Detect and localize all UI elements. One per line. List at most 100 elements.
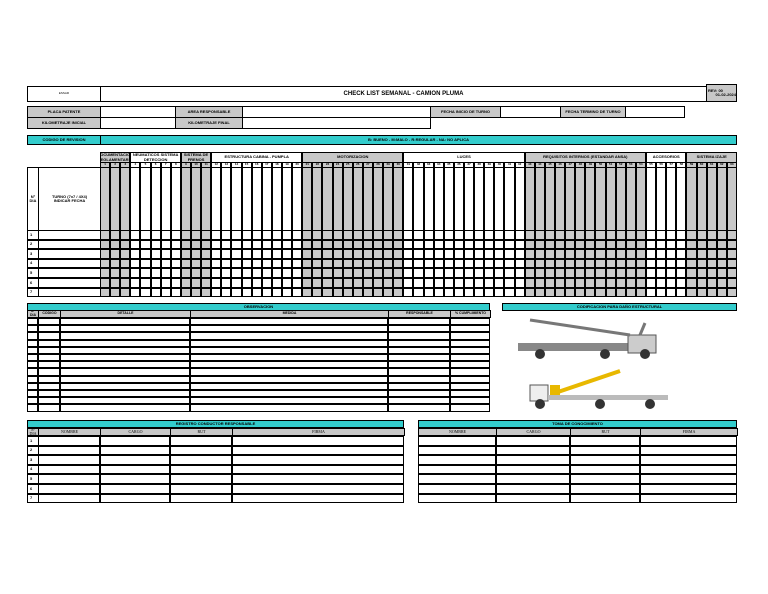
check-cell[interactable] (625, 258, 636, 269)
check-cell[interactable] (150, 258, 161, 269)
observacion-cell[interactable] (190, 368, 388, 376)
observacion-cell[interactable] (60, 339, 190, 347)
check-cell[interactable] (625, 278, 636, 288)
conductor-cell[interactable] (100, 455, 170, 465)
check-cell[interactable] (342, 268, 353, 278)
check-cell[interactable] (352, 249, 363, 259)
check-cell[interactable] (251, 239, 262, 250)
check-cell[interactable] (585, 278, 596, 288)
check-cell[interactable] (676, 287, 687, 298)
check-cell[interactable] (150, 278, 161, 288)
check-cell[interactable] (271, 287, 282, 298)
check-cell[interactable] (555, 230, 566, 240)
observacion-cell[interactable] (388, 368, 450, 376)
check-cell[interactable] (362, 230, 373, 240)
toma-cell[interactable] (640, 484, 737, 494)
check-cell[interactable] (575, 268, 586, 278)
check-cell[interactable] (484, 287, 495, 298)
observacion-cell[interactable] (190, 375, 388, 383)
observacion-cell[interactable] (27, 361, 38, 369)
check-cell[interactable] (120, 268, 131, 278)
observacion-cell[interactable] (388, 404, 450, 412)
check-cell[interactable] (423, 230, 434, 240)
check-cell[interactable] (656, 230, 667, 240)
check-cell[interactable] (635, 278, 646, 288)
check-cell[interactable] (251, 230, 262, 240)
check-cell[interactable] (403, 230, 414, 240)
check-cell[interactable] (373, 268, 384, 278)
check-cell[interactable] (312, 239, 323, 250)
check-cell[interactable] (110, 258, 121, 269)
check-cell[interactable] (302, 230, 313, 240)
check-cell[interactable] (484, 249, 495, 259)
check-cell[interactable] (211, 258, 222, 269)
check-cell[interactable] (666, 278, 677, 288)
check-cell[interactable] (413, 278, 424, 288)
check-cell[interactable] (464, 230, 475, 240)
conductor-cell[interactable] (232, 484, 404, 494)
check-cell[interactable] (605, 239, 616, 250)
check-cell[interactable] (322, 268, 333, 278)
check-cell[interactable] (544, 239, 555, 250)
check-cell[interactable] (555, 268, 566, 278)
check-cell[interactable] (544, 258, 555, 269)
observacion-cell[interactable] (450, 361, 490, 369)
check-cell[interactable] (241, 268, 252, 278)
check-cell[interactable] (342, 239, 353, 250)
check-cell[interactable] (383, 268, 394, 278)
check-cell[interactable] (565, 268, 576, 278)
check-cell[interactable] (292, 278, 303, 288)
toma-cell[interactable] (640, 436, 737, 446)
check-cell[interactable] (130, 258, 141, 269)
check-cell[interactable] (494, 258, 505, 269)
check-cell[interactable] (504, 249, 515, 259)
check-cell[interactable] (231, 230, 242, 240)
check-cell[interactable] (271, 230, 282, 240)
check-cell[interactable] (484, 268, 495, 278)
check-cell[interactable] (221, 239, 232, 250)
observacion-cell[interactable] (60, 325, 190, 333)
check-cell[interactable] (443, 249, 454, 259)
check-cell[interactable] (666, 239, 677, 250)
check-cell[interactable] (555, 249, 566, 259)
check-cell[interactable] (605, 258, 616, 269)
check-cell[interactable] (443, 278, 454, 288)
check-cell[interactable] (312, 278, 323, 288)
observacion-cell[interactable] (388, 325, 450, 333)
check-cell[interactable] (191, 249, 202, 259)
toma-cell[interactable] (570, 493, 640, 504)
check-cell[interactable] (534, 268, 545, 278)
check-cell[interactable] (646, 287, 657, 298)
check-cell[interactable] (453, 268, 464, 278)
observacion-cell[interactable] (190, 332, 388, 340)
check-cell[interactable] (474, 249, 485, 259)
check-cell[interactable] (100, 239, 111, 250)
check-cell[interactable] (464, 249, 475, 259)
check-cell[interactable] (716, 268, 727, 278)
check-cell[interactable] (110, 249, 121, 259)
observacion-cell[interactable] (27, 354, 38, 362)
check-cell[interactable] (676, 230, 687, 240)
check-cell[interactable] (605, 230, 616, 240)
check-cell[interactable] (342, 249, 353, 259)
check-cell[interactable] (180, 230, 191, 240)
check-cell[interactable] (302, 287, 313, 298)
check-cell[interactable] (443, 258, 454, 269)
observacion-cell[interactable] (190, 361, 388, 369)
check-cell[interactable] (332, 249, 343, 259)
conductor-cell[interactable] (38, 436, 100, 446)
check-cell[interactable] (494, 239, 505, 250)
check-cell[interactable] (565, 258, 576, 269)
check-cell[interactable] (383, 239, 394, 250)
toma-cell[interactable] (570, 484, 640, 494)
check-cell[interactable] (201, 258, 212, 269)
check-cell[interactable] (312, 230, 323, 240)
observacion-cell[interactable] (60, 346, 190, 354)
check-cell[interactable] (362, 258, 373, 269)
toma-cell[interactable] (570, 464, 640, 475)
observacion-cell[interactable] (38, 390, 60, 398)
check-cell[interactable] (423, 268, 434, 278)
check-cell[interactable] (221, 287, 232, 298)
observacion-cell[interactable] (38, 346, 60, 354)
check-cell[interactable] (555, 258, 566, 269)
